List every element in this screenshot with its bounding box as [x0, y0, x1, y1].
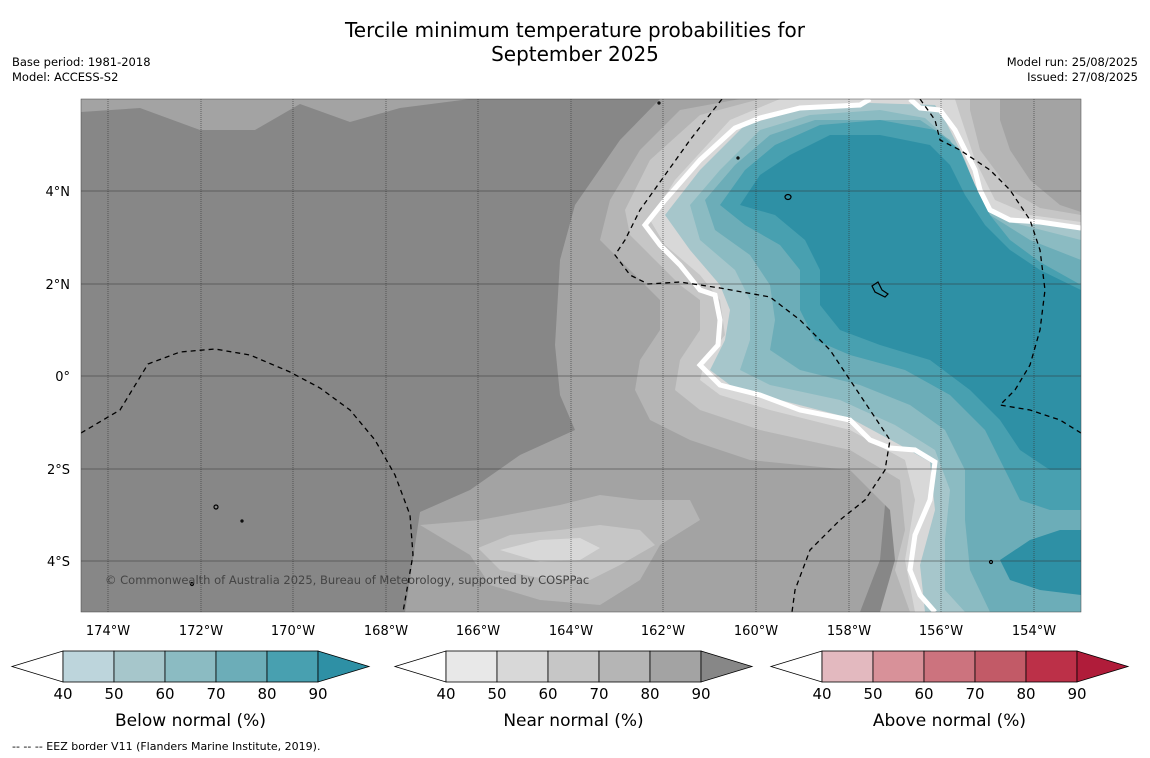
- lon-label: 172°W: [179, 624, 223, 639]
- meta-right: Model run: 25/08/2025 Issued: 27/08/2025: [1007, 55, 1138, 85]
- lon-label: 158°W: [827, 624, 871, 639]
- lon-label: 166°W: [456, 624, 500, 639]
- colorbar-segment: [62, 650, 115, 683]
- colorbar-tick-label: 40: [53, 685, 72, 703]
- colorbar-tick-label: 80: [257, 685, 276, 703]
- below-normal-90-region: [740, 135, 1081, 470]
- colorbars: 40 50 60 70 80 90 Below normal (%) 40 50 60 70 80 90…: [10, 650, 1130, 731]
- colorbar-high-arrow: [1076, 650, 1130, 683]
- lon-label: 160°W: [734, 624, 778, 639]
- near-normal-80-strip: [81, 99, 470, 130]
- lon-label: 154°W: [1012, 624, 1056, 639]
- title-line-2: September 2025: [491, 42, 659, 66]
- lat-label: 4°N: [46, 185, 71, 200]
- lon-label: 168°W: [364, 624, 408, 639]
- colorbar-low-arrow: [769, 650, 823, 683]
- near-normal-colorbar: 40 50 60 70 80 90 Near normal (%): [393, 650, 754, 731]
- colorbar-high-arrow: [700, 650, 754, 683]
- model-name: Model: ACCESS-S2: [12, 70, 119, 84]
- graticule: [81, 99, 1081, 612]
- colorbar-tick-label: 90: [691, 685, 710, 703]
- colorbar-tick-label: 70: [589, 685, 608, 703]
- colorbar-tick-label: 60: [155, 685, 174, 703]
- lon-label: 170°W: [271, 624, 315, 639]
- colorbar-tick-label: 50: [104, 685, 123, 703]
- colorbar-label: Near normal (%): [503, 711, 643, 731]
- colorbar-segment: [974, 650, 1027, 683]
- colorbar-tick-label: 80: [640, 685, 659, 703]
- map-area: [81, 99, 1081, 612]
- issued-date: Issued: 27/08/2025: [1027, 70, 1138, 84]
- below-normal-colorbar: 40 50 60 70 80 90 Below normal (%): [10, 650, 371, 731]
- lon-labels: 174°W 172°W 170°W 168°W 166°W 164°W 162°…: [86, 624, 1056, 639]
- islands: [189, 101, 994, 587]
- above-normal-colorbar: 40 50 60 70 80 90 Above normal (%): [769, 650, 1130, 731]
- near-normal-50-south: [500, 538, 600, 562]
- lat-label: 0°: [55, 370, 70, 385]
- lat-label: 4°S: [47, 555, 70, 570]
- lon-label: 156°W: [919, 624, 963, 639]
- model-run: Model run: 25/08/2025: [1006, 55, 1138, 69]
- meta-left: Base period: 1981-2018 Model: ACCESS-S2: [12, 55, 151, 85]
- lat-labels: 4°N 2°N 0° 2°S 4°S: [46, 185, 71, 570]
- colorbar-segment: [266, 650, 319, 683]
- colorbar-segment: [649, 650, 702, 683]
- colorbar-tick-label: 50: [487, 685, 506, 703]
- lon-label: 162°W: [641, 624, 685, 639]
- colorbar-tick-label: 80: [1016, 685, 1035, 703]
- colorbar-tick-label: 50: [863, 685, 882, 703]
- base-period: Base period: 1981-2018: [12, 55, 151, 69]
- below-normal-90-south: [1000, 530, 1081, 595]
- colorbar-segment: [496, 650, 549, 683]
- tercile-boundary-north: [908, 99, 1081, 231]
- colorbar-segment: [872, 650, 925, 683]
- colorbar-label: Above normal (%): [873, 711, 1026, 731]
- tercile-boundary-west: [641, 99, 938, 612]
- colorbar-low-arrow: [10, 650, 64, 683]
- colorbar-tick-label: 40: [812, 685, 831, 703]
- colorbar-tick-label: 90: [1067, 685, 1086, 703]
- colorbar-tick-label: 70: [206, 685, 225, 703]
- colorbar-tick-label: 40: [436, 685, 455, 703]
- colorbar-label: Below normal (%): [115, 711, 266, 731]
- colorbar-segment: [113, 650, 166, 683]
- eez-borders: [81, 99, 1081, 612]
- colorbar-segment: [923, 650, 976, 683]
- colorbar-segment: [598, 650, 651, 683]
- colorbar-segment: [445, 650, 498, 683]
- eez-footnote: -- -- -- EEZ border V11 (Flanders Marine…: [12, 740, 321, 753]
- map-frame: [80, 98, 1082, 613]
- lon-label: 174°W: [86, 624, 130, 639]
- colorbar-segment: [215, 650, 268, 683]
- colorbar-tick-label: 90: [308, 685, 327, 703]
- colorbar-segment: [821, 650, 874, 683]
- title-line-1: Tercile minimum temperature probabilitie…: [344, 18, 806, 42]
- chart-title: Tercile minimum temperature probabilitie…: [0, 18, 1150, 66]
- copyright-text: © Commonwealth of Australia 2025, Bureau…: [105, 573, 589, 587]
- colorbar-tick-label: 60: [538, 685, 557, 703]
- colorbar-high-arrow: [317, 650, 371, 683]
- colorbar-segment: [1025, 650, 1078, 683]
- colorbar-low-arrow: [393, 650, 447, 683]
- colorbar-segment: [547, 650, 600, 683]
- lat-label: 2°N: [46, 278, 71, 293]
- colorbar-tick-label: 60: [914, 685, 933, 703]
- colorbar-tick-label: 70: [965, 685, 984, 703]
- colorbar-segment: [164, 650, 217, 683]
- lat-label: 2°S: [47, 463, 70, 478]
- lon-label: 164°W: [549, 624, 593, 639]
